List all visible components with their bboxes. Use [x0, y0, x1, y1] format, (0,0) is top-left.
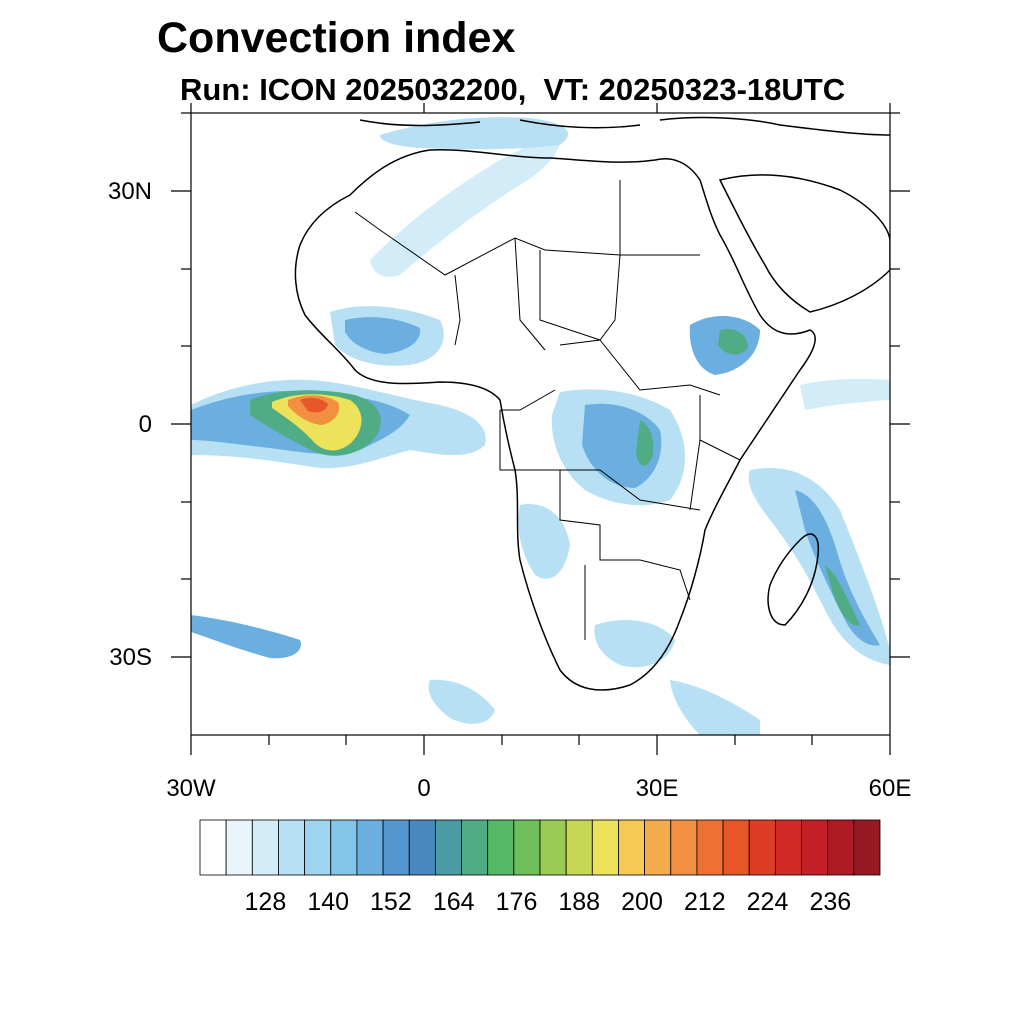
colorbar-label: 224	[746, 888, 789, 916]
convection-area-angola	[518, 504, 570, 579]
arabia-coastline	[718, 174, 890, 313]
convection-area-southindian	[670, 680, 760, 735]
convection-area-indianocean-mid	[795, 490, 880, 646]
chart-title: Convection index	[157, 14, 516, 62]
colorbar-swatch	[853, 819, 881, 876]
convection-area-westafrica-mid	[345, 317, 421, 354]
colorbar-swatch	[801, 819, 829, 876]
colorbar-swatch	[774, 819, 802, 876]
colorbar-label: 176	[495, 888, 538, 916]
colorbar-swatch	[670, 819, 698, 876]
axis-ticks	[171, 103, 910, 755]
border-lines	[354, 180, 741, 640]
europe-coastline	[359, 116, 890, 136]
convection-area-eastequatorial	[800, 378, 890, 410]
lon-label-30e: 30E	[635, 775, 679, 802]
colorbar-swatch	[251, 819, 279, 876]
colorbar-swatch	[278, 819, 306, 876]
colorbar-swatch	[461, 819, 489, 876]
convection-area-ethiopia-green	[718, 328, 748, 355]
colorbar-swatch	[225, 819, 253, 876]
country-borders	[354, 180, 741, 640]
colorbar-swatch	[696, 819, 724, 876]
colorbar-swatch	[722, 819, 750, 876]
colorbar-label: 140	[307, 888, 350, 916]
chart-subtitle: Run: ICON 2025032200, VT: 20250323-18UTC	[180, 72, 846, 107]
africa-coastline	[294, 148, 816, 691]
colorbar-label: 200	[621, 888, 663, 916]
lon-label-60e: 60E	[868, 775, 912, 802]
colorbar-label: 164	[432, 888, 475, 916]
colorbar-swatch	[434, 819, 462, 876]
lon-label-0: 0	[417, 775, 431, 802]
colorbar-swatch	[565, 819, 593, 876]
colorbar-swatch	[591, 819, 619, 876]
colorbar-swatch	[618, 819, 646, 876]
colorbar-swatch	[408, 819, 436, 876]
colorbar-label: 152	[370, 888, 412, 916]
convection-area-congo-green	[636, 420, 654, 466]
convection-area-atlantic-red	[300, 397, 328, 413]
convection-area-southatlantic	[191, 615, 301, 659]
madagascar-coastline	[767, 533, 820, 626]
colorbar-label: 236	[809, 888, 852, 916]
convection-area-southatlantic2	[428, 679, 495, 724]
convection-area-southafrica	[594, 620, 675, 668]
colorbar-swatch	[827, 819, 855, 876]
colorbar-swatch	[382, 819, 410, 876]
colorbar-label: 188	[558, 888, 601, 916]
convection-area-sahara	[370, 130, 561, 277]
colorbar-swatch	[487, 819, 515, 876]
colorbar	[199, 819, 881, 876]
convection-field	[191, 117, 890, 735]
convection-area-indianocean-green	[825, 565, 860, 626]
colorbar-swatch	[330, 819, 358, 876]
lat-label-30n: 30N	[107, 178, 152, 205]
lat-label-30s: 30S	[109, 644, 152, 671]
colorbar-swatch	[356, 819, 384, 876]
colorbar-swatch	[644, 819, 672, 876]
colorbar-swatch	[304, 819, 332, 876]
colorbar-label: 128	[244, 888, 287, 916]
colorbar-swatch	[748, 819, 776, 876]
colorbar-swatch	[199, 819, 227, 876]
colorbar-swatch	[513, 819, 541, 876]
lat-label-0: 0	[138, 411, 152, 438]
lon-label-30w: 30W	[166, 775, 216, 802]
colorbar-label: 212	[683, 888, 726, 916]
colorbar-swatch	[539, 819, 567, 876]
coastlines	[294, 116, 890, 691]
